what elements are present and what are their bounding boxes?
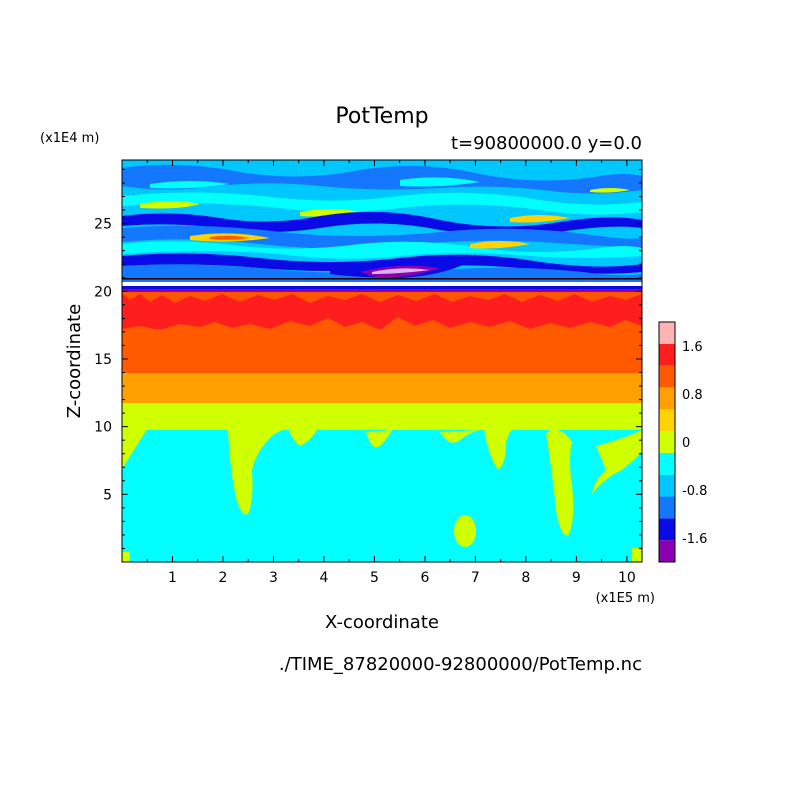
x-tick-label: 8 xyxy=(521,570,530,586)
colorbar-swatch xyxy=(659,474,675,497)
x-tick-label: 1 xyxy=(168,570,177,586)
chart-subtitle: t=90800000.0 y=0.0 xyxy=(451,133,642,154)
y-axis-label: Z-coordinate xyxy=(64,304,85,419)
x-axis: 1 2 3 4 5 6 7 8 9 10 xyxy=(146,160,636,586)
y-tick-label: 20 xyxy=(94,284,112,300)
y-tick-label: 5 xyxy=(103,487,112,503)
colorbar-label: -1.6 xyxy=(682,532,707,547)
red-band-top-texture xyxy=(122,292,642,303)
colorbar-swatch xyxy=(659,540,675,562)
colorbar-swatch xyxy=(659,387,675,410)
y-unit-label: (x1E4 m) xyxy=(40,131,99,146)
y-tick-label: 15 xyxy=(94,352,112,368)
colorbar-swatch xyxy=(659,365,675,388)
tropopause-dark xyxy=(122,286,642,289)
tropopause-line xyxy=(122,278,642,280)
colorbar: 1.6 0.8 0 -0.8 -1.6 xyxy=(658,321,707,563)
colorbar-swatch xyxy=(659,431,675,453)
colorbar-swatch xyxy=(659,322,675,344)
y-axis: 5 10 15 20 25 xyxy=(94,168,642,549)
upper-wave-layers xyxy=(122,164,642,282)
band-dark-orange xyxy=(122,328,642,373)
x-unit-label: (x1E5 m) xyxy=(596,591,655,606)
x-tick-label: 5 xyxy=(370,570,379,586)
chart-title: PotTemp xyxy=(335,104,428,129)
tropopause-purple xyxy=(122,289,642,292)
tropopause-white xyxy=(122,282,642,287)
x-tick-label: 4 xyxy=(319,570,328,586)
x-tick-label: 7 xyxy=(471,570,480,586)
x-tick-label: 3 xyxy=(269,570,278,586)
x-tick-label: 10 xyxy=(618,570,636,586)
colorbar-label: 1.6 xyxy=(682,340,703,355)
colorbar-frame xyxy=(658,321,676,563)
colorbar-label: -0.8 xyxy=(682,484,707,499)
band-orange xyxy=(122,372,642,403)
y-tick-label: 10 xyxy=(94,420,112,436)
colorbar-swatch xyxy=(659,496,675,519)
plot-frame xyxy=(121,159,643,563)
colorbar-swatch xyxy=(659,343,675,366)
colorbar-swatch xyxy=(659,409,675,432)
yellow-plumes xyxy=(122,428,642,562)
x-tick-label: 9 xyxy=(572,570,581,586)
colorbar-swatch xyxy=(659,452,675,475)
colorbar-swatch xyxy=(659,518,675,541)
red-band-edge xyxy=(122,317,642,330)
source-file-label: ./TIME_87820000-92800000/PotTemp.nc xyxy=(279,654,642,675)
colorbar-label: 0.8 xyxy=(682,388,703,403)
x-axis-label: X-coordinate xyxy=(325,612,439,633)
x-tick-label: 2 xyxy=(219,570,228,586)
colorbar-label: 0 xyxy=(682,436,690,451)
plot-area xyxy=(122,160,642,562)
x-tick-label: 6 xyxy=(420,570,429,586)
y-tick-label: 25 xyxy=(94,217,112,233)
band-yellow-green xyxy=(122,402,642,430)
